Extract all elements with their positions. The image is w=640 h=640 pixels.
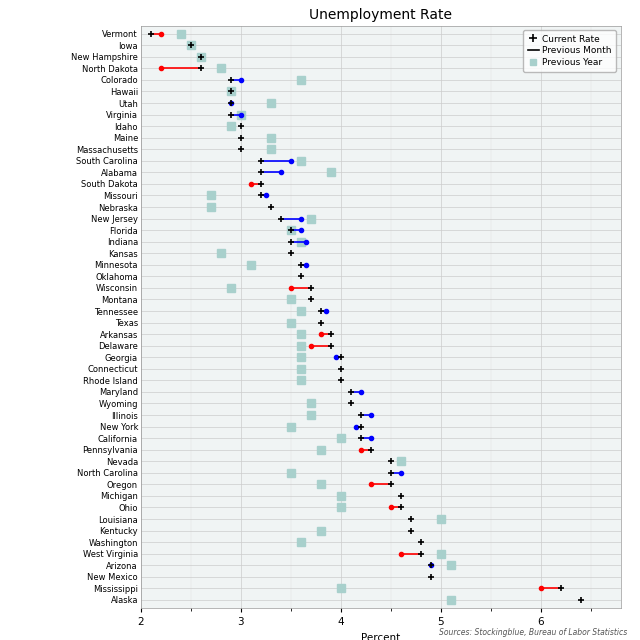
Text: Sources: Stockingblue, Bureau of Labor Statistics: Sources: Stockingblue, Bureau of Labor S…: [439, 628, 627, 637]
Title: Unemployment Rate: Unemployment Rate: [309, 8, 452, 22]
Legend: Current Rate, Previous Month, Previous Year: Current Rate, Previous Month, Previous Y…: [524, 30, 616, 72]
X-axis label: Percent: Percent: [361, 632, 401, 640]
